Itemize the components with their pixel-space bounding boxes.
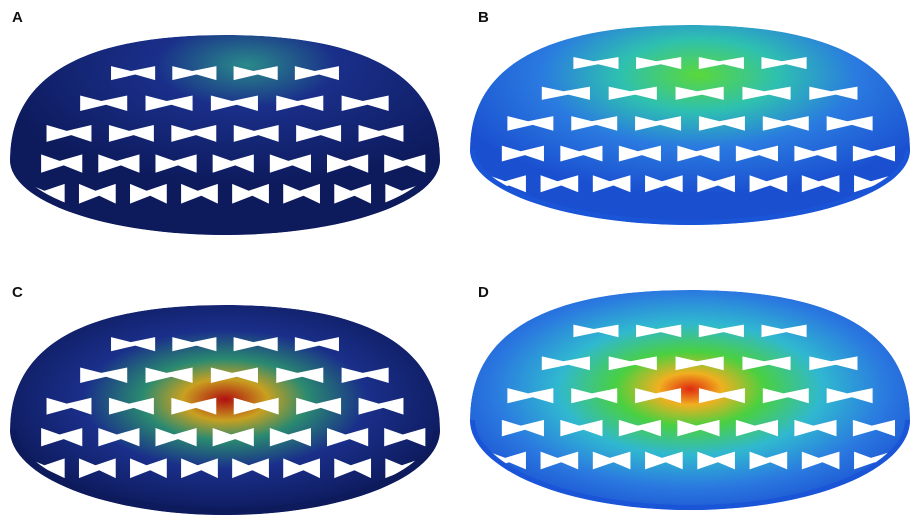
dome-body (470, 290, 910, 510)
dome (10, 35, 440, 235)
panel-label: B (478, 9, 489, 26)
figure: A B C D (0, 0, 913, 527)
dome (470, 25, 910, 225)
panel-label: C (12, 284, 23, 301)
panel-label: A (12, 9, 23, 26)
dome (10, 305, 440, 515)
panel-label: D (478, 284, 489, 301)
dome (470, 290, 910, 510)
